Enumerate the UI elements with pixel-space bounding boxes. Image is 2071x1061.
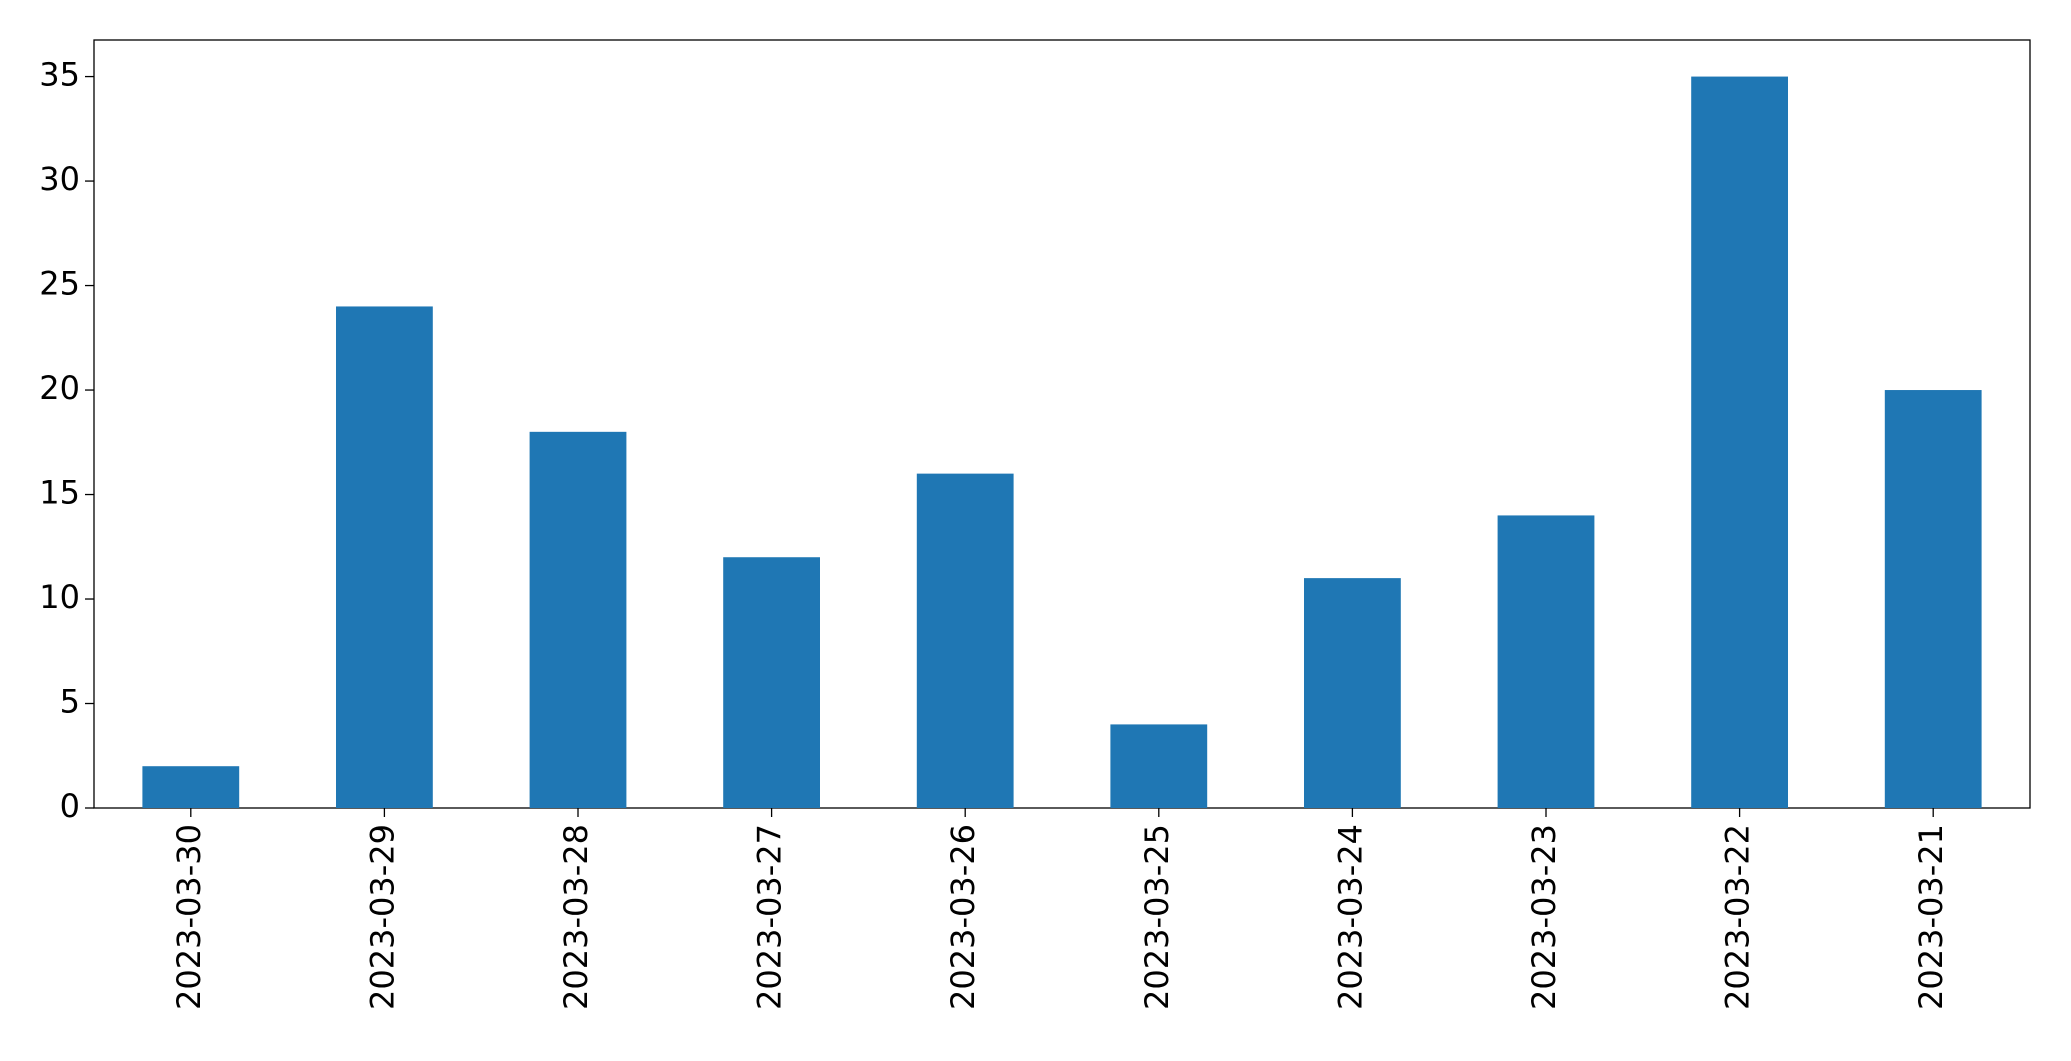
y-tick-label: 30 [39,160,80,198]
x-tick-label: 2023-03-29 [363,824,401,1010]
y-tick-label: 5 [60,683,80,721]
bar [916,473,1014,808]
x-tick-label: 2023-03-22 [1719,824,1757,1010]
bar [336,306,433,808]
y-tick-label: 35 [39,56,80,94]
x-tick-label: 2023-03-21 [1912,824,1950,1010]
x-tick-label: 2023-03-24 [1331,824,1369,1010]
x-tick-label: 2023-03-25 [1138,824,1176,1010]
bar [1304,578,1401,808]
bar [1691,76,1788,809]
bar [1884,390,1982,808]
bar [1497,515,1595,808]
x-tick-label: 2023-03-30 [170,824,208,1010]
x-tick-label: 2023-03-27 [751,824,789,1010]
bar [142,766,240,808]
y-tick-label: 20 [39,369,80,407]
y-tick-label: 0 [60,787,80,825]
y-tick-label: 25 [39,265,80,303]
x-tick-label: 2023-03-23 [1525,824,1563,1010]
x-tick-label: 2023-03-26 [944,824,982,1010]
bar [529,431,627,808]
axes-frame [93,39,2031,809]
bar [723,557,820,808]
x-tick-label: 2023-03-28 [557,824,595,1010]
y-tick-label: 10 [39,578,80,616]
y-tick-label: 15 [39,474,80,512]
bar [1110,724,1208,808]
